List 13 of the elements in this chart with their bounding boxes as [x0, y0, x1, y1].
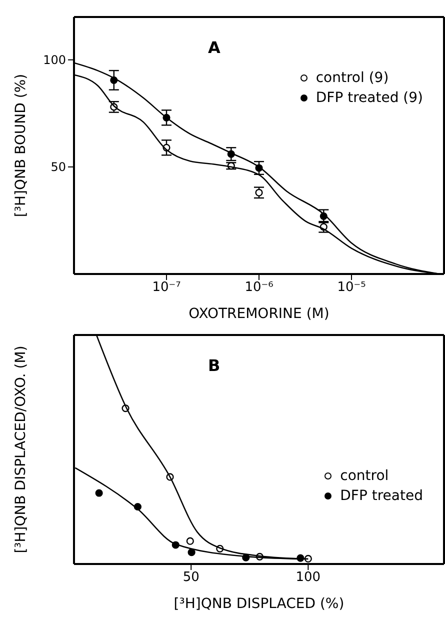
x-tick-label: 10⁻⁵ [337, 280, 366, 296]
text: B [208, 356, 220, 375]
legend-label: DFP treated (9) [316, 89, 423, 108]
legend-label: DFP treated [340, 487, 423, 506]
x-axis-title: OXOTREMORINE (M) [188, 306, 330, 322]
x-tick-label: 10⁻⁷ [152, 280, 181, 296]
text: A [208, 38, 220, 57]
legend-label: control (9) [316, 69, 389, 88]
x-tick-label: 10⁻⁶ [244, 280, 274, 296]
y-axis-title: [³H]QNB DISPLACED/OXO. (M) [12, 346, 29, 554]
y-axis-title: [³H]QNB BOUND (%) [12, 74, 29, 218]
x-axis-title: [³H]QNB DISPLACED (%) [174, 596, 344, 612]
legend-label: control [340, 467, 389, 486]
